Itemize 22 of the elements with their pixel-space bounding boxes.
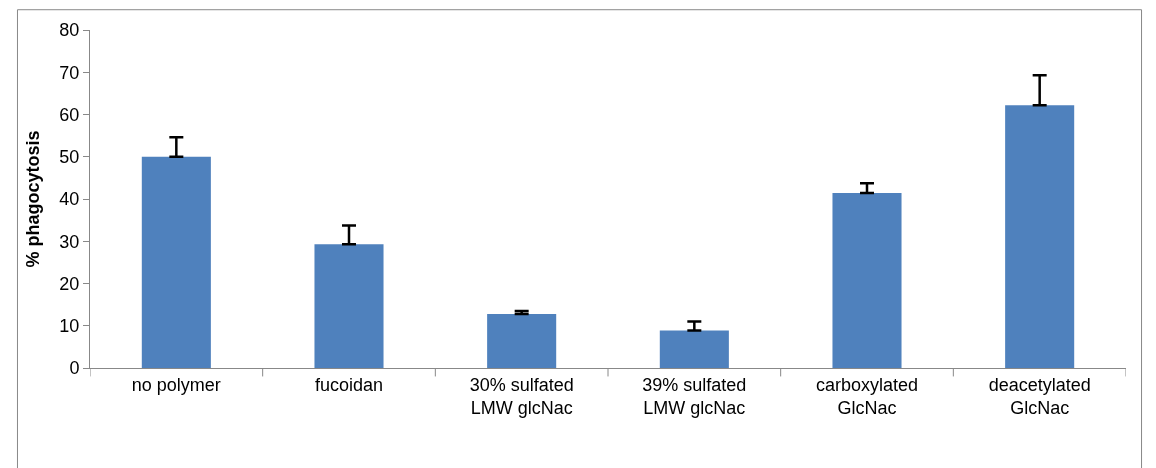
x-tick-label: deacetylated GlcNac (988, 374, 1091, 418)
bar (832, 193, 902, 368)
bar (487, 313, 557, 368)
bar (659, 330, 729, 368)
bar (141, 156, 211, 368)
y-axis-title: % phagocytosis (22, 130, 43, 268)
x-tick-label: no polymer (131, 374, 221, 395)
y-tick-label: 0 (69, 358, 80, 379)
x-tick-label: 30% sulfated LMW glcNac (469, 374, 574, 418)
x-tick-label: fucoidan (314, 374, 384, 395)
x-tick-label: carboxylated GlcNac (815, 374, 919, 418)
y-tick-label: 50 (59, 147, 80, 168)
y-tick-label: 40 (59, 189, 80, 210)
y-tick-label: 20 (59, 273, 80, 294)
x-tick-label: 39% sulfated LMW glcNac (642, 374, 747, 418)
bar (1005, 105, 1075, 368)
bar (314, 244, 384, 368)
y-tick-label: 70 (59, 62, 80, 83)
y-tick-label: 30 (59, 231, 80, 252)
y-tick-label: 60 (59, 104, 80, 125)
y-tick-label: 10 (59, 316, 80, 337)
y-tick-label: 80 (59, 20, 80, 41)
